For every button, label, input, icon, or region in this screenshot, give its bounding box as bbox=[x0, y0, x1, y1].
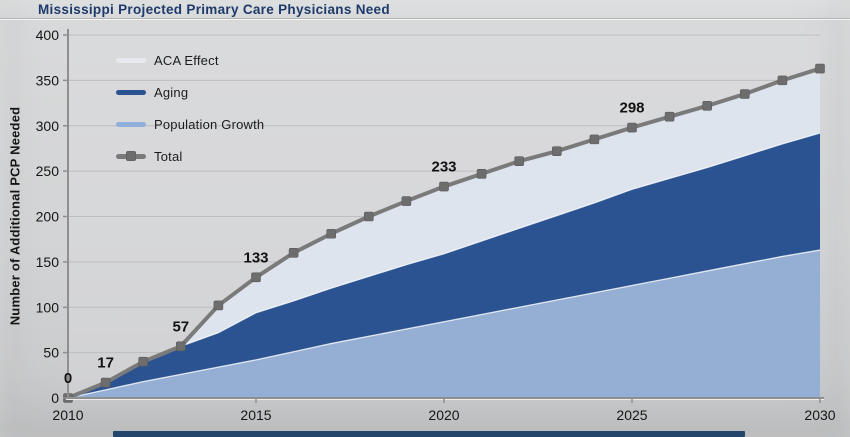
legend-label: Total bbox=[154, 148, 183, 164]
total-marker-2028 bbox=[739, 89, 750, 99]
y-tick-label-150: 150 bbox=[36, 254, 60, 270]
total-marker-2013 bbox=[176, 341, 186, 352]
total-marker-2021 bbox=[476, 169, 487, 179]
total-marker-2020 bbox=[439, 181, 449, 192]
legend-marker-icon bbox=[126, 151, 136, 161]
y-tick-label-50: 50 bbox=[43, 345, 59, 361]
x-tick-label-2020: 2020 bbox=[428, 407, 459, 423]
data-label-2020: 233 bbox=[431, 159, 456, 176]
total-marker-2030 bbox=[815, 63, 825, 74]
boundary-aging bbox=[67, 132, 821, 399]
y-tick-label-350: 350 bbox=[36, 72, 60, 88]
total-marker-2029 bbox=[777, 75, 788, 86]
x-tick-label-2010: 2010 bbox=[52, 407, 83, 423]
x-tick-label-2015: 2015 bbox=[240, 407, 271, 423]
total-marker-2017 bbox=[326, 228, 337, 239]
y-tick-label-200: 200 bbox=[36, 209, 60, 225]
y-tick-label-300: 300 bbox=[36, 118, 60, 134]
total-marker-2026 bbox=[664, 111, 675, 122]
total-marker-2015 bbox=[251, 272, 261, 283]
data-label-2013: 57 bbox=[172, 318, 189, 335]
legend-label: Aging bbox=[154, 84, 189, 100]
total-marker-2014 bbox=[213, 300, 224, 311]
chart-title: Mississippi Projected Primary Care Physi… bbox=[38, 2, 390, 17]
total-marker-2027 bbox=[702, 100, 713, 111]
area-population-growth bbox=[68, 250, 820, 398]
total-marker-2011 bbox=[100, 377, 111, 388]
data-label-2015: 133 bbox=[243, 249, 268, 266]
total-marker-2012 bbox=[138, 356, 148, 367]
total-marker-2023 bbox=[551, 146, 562, 156]
legend: ACA Effect Aging Population Growth Total bbox=[116, 44, 326, 172]
x-tick-label-2025: 2025 bbox=[616, 407, 647, 423]
data-label-2025: 298 bbox=[619, 100, 644, 117]
total-marker-2016 bbox=[288, 248, 299, 258]
legend-item-aging: Aging bbox=[116, 76, 326, 108]
y-tick-label-0: 0 bbox=[51, 390, 59, 406]
total-marker-2019 bbox=[401, 196, 412, 206]
legend-swatch-icon bbox=[116, 151, 146, 161]
legend-swatch-icon bbox=[116, 121, 146, 127]
x-tick-label-2030: 2030 bbox=[804, 407, 835, 423]
bottom-progress-bar bbox=[113, 431, 745, 437]
data-label-2011: 17 bbox=[97, 355, 114, 372]
total-marker-2025 bbox=[627, 122, 637, 133]
legend-item-aca-effect: ACA Effect bbox=[116, 44, 326, 76]
total-marker-2022 bbox=[514, 156, 525, 166]
data-label-2010: 0 bbox=[64, 370, 72, 387]
y-tick-label-400: 400 bbox=[36, 27, 60, 43]
legend-label: Population Growth bbox=[154, 116, 265, 132]
y-tick-label-100: 100 bbox=[36, 299, 60, 315]
title-bar bbox=[0, 0, 850, 19]
total-marker-2024 bbox=[589, 134, 600, 145]
total-marker-2018 bbox=[363, 211, 374, 222]
legend-swatch-icon bbox=[116, 57, 146, 63]
legend-label: ACA Effect bbox=[154, 52, 219, 68]
legend-swatch-icon bbox=[116, 89, 146, 95]
legend-item-total: Total bbox=[116, 140, 326, 172]
legend-item-population-growth: Population Growth bbox=[116, 108, 326, 140]
y-tick-label-250: 250 bbox=[36, 163, 60, 179]
boundary-population-growth bbox=[67, 249, 821, 399]
